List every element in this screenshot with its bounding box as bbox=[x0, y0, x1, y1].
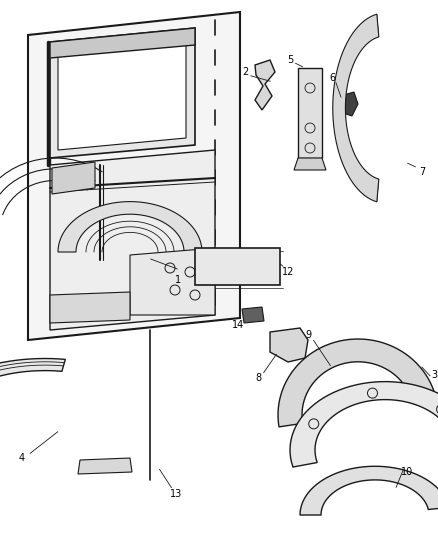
Text: 14: 14 bbox=[232, 320, 244, 330]
Polygon shape bbox=[50, 28, 195, 158]
Text: 7: 7 bbox=[419, 167, 425, 177]
Text: 4: 4 bbox=[19, 453, 25, 463]
Polygon shape bbox=[298, 68, 322, 158]
Text: 8: 8 bbox=[255, 373, 261, 383]
Polygon shape bbox=[270, 328, 308, 362]
Polygon shape bbox=[0, 359, 65, 421]
Polygon shape bbox=[50, 150, 215, 330]
Text: 2: 2 bbox=[242, 67, 248, 77]
Text: 1: 1 bbox=[175, 275, 181, 285]
Polygon shape bbox=[333, 14, 379, 202]
Polygon shape bbox=[58, 201, 202, 252]
Polygon shape bbox=[340, 92, 358, 116]
Polygon shape bbox=[290, 382, 438, 467]
Polygon shape bbox=[255, 60, 275, 110]
Text: 12: 12 bbox=[282, 267, 294, 277]
Polygon shape bbox=[58, 37, 186, 150]
Text: 3: 3 bbox=[431, 370, 437, 380]
Polygon shape bbox=[28, 12, 240, 340]
Polygon shape bbox=[130, 248, 215, 315]
Polygon shape bbox=[242, 307, 264, 323]
Polygon shape bbox=[52, 162, 95, 194]
Polygon shape bbox=[50, 28, 195, 58]
Text: 10: 10 bbox=[401, 467, 413, 477]
Polygon shape bbox=[78, 458, 132, 474]
Text: 13: 13 bbox=[170, 489, 182, 499]
Polygon shape bbox=[50, 292, 130, 323]
Text: 9: 9 bbox=[305, 330, 311, 340]
Polygon shape bbox=[195, 248, 280, 285]
Polygon shape bbox=[294, 158, 326, 170]
Text: 6: 6 bbox=[329, 73, 335, 83]
Polygon shape bbox=[300, 466, 438, 515]
Polygon shape bbox=[278, 339, 435, 427]
Text: 5: 5 bbox=[287, 55, 293, 65]
